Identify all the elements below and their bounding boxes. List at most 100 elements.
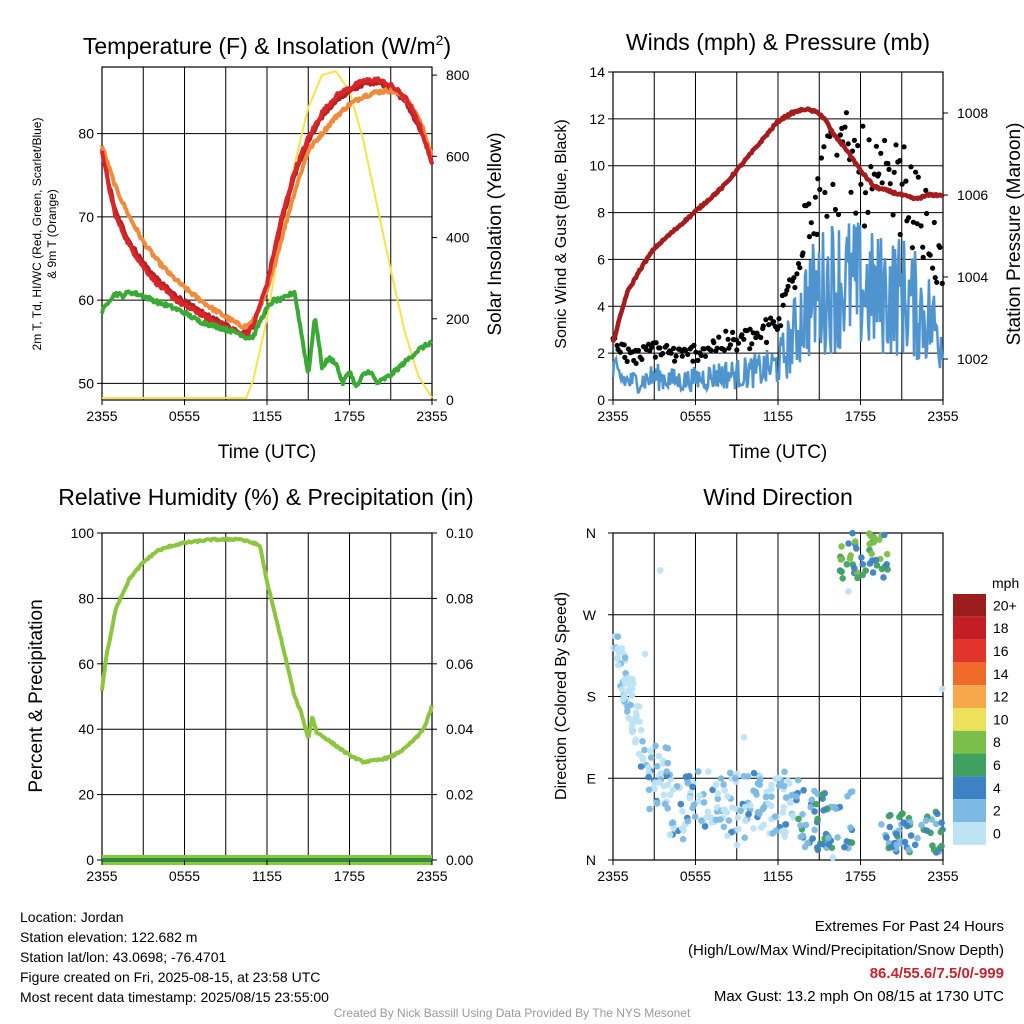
gust-point [824,213,830,219]
gust-point [842,124,848,130]
winds-ytick-label: 0 [597,392,605,408]
direction-point [670,824,677,831]
legend-swatch [953,685,986,708]
direction-point [866,540,873,548]
gust-point [723,328,729,334]
direction-point [725,817,733,824]
temp-ytick-label: 70 [78,209,94,225]
gust-point [879,180,885,186]
direction-ytick-label: E [587,770,596,786]
gust-point [832,206,839,213]
gust-point [818,155,825,161]
direction-point [621,692,628,700]
winds-xtick-label: 2355 [597,408,628,424]
direction-point [721,787,728,794]
temp-9m-line [100,86,434,330]
direction-point [841,843,848,851]
direction-point [847,552,854,559]
gust-point [927,252,933,258]
winds-xlabel: Time (UTC) [729,442,828,463]
direction-point [655,752,663,760]
sonic-wind-line [611,222,945,395]
direction-point [701,823,709,830]
winds-ytick-label: 14 [589,64,605,80]
direction-point [898,810,905,818]
direction-point [756,776,764,783]
temp-xtick-label: 0555 [169,408,200,424]
direction-point [760,804,768,811]
direction-point [922,817,930,824]
gust-point [660,350,666,357]
direction-point [847,824,854,831]
direction-point [635,750,643,758]
gust-point [932,275,938,281]
direction-point [757,824,765,831]
direction-point [724,793,731,800]
insolation-y2tick-label: 800 [446,67,470,83]
direction-point [859,571,866,579]
insolation-y2label: Solar Insolation (Yellow) [485,132,506,335]
direction-point [838,568,845,575]
direction-point [780,804,787,811]
direction-point [740,773,748,780]
humidity-title: Relative Humidity (%) & Precipitation (i… [58,484,473,510]
credit-line: Created By Nick Bassill Using Data Provi… [333,1006,691,1020]
direction-point [893,830,900,838]
pressure-y2tick-label: 1004 [957,269,988,285]
gust-point [727,342,734,348]
gust-point [806,201,812,207]
winds-xtick-label: 2355 [927,408,958,424]
direction-point [797,822,804,829]
direction-point [820,807,827,814]
gust-point [868,164,874,170]
direction-point [799,832,807,839]
direction-point [866,560,874,567]
direction-point [854,574,861,582]
direction-point [621,654,629,662]
direction-point [793,793,800,800]
gust-point [834,152,840,158]
direction-point [808,796,816,804]
direction-point [837,556,845,563]
temp-ytick-label: 80 [78,126,94,142]
gust-point [760,323,766,329]
gust-point [903,178,909,184]
info-elevation: Station elevation: 122.682 m [20,929,198,945]
direction-point [750,769,758,777]
info-latlon: Station lat/lon: 43.0698; -76.4701 [20,949,227,965]
gust-point [617,349,623,355]
direction-point [714,790,722,797]
direction-point [698,817,705,824]
direction-point [629,728,636,736]
humidity-panel: Relative Humidity (%) & Precipitation (i… [26,484,474,884]
humidity-ytick-label: 80 [78,590,94,606]
direction-point [907,832,915,839]
gust-point [794,271,800,277]
gust-point [768,315,774,321]
pressure-line [610,106,945,343]
direction-point [832,805,840,812]
gust-point [649,344,655,350]
direction-point [661,800,669,808]
gust-point [763,317,769,323]
gust-point [758,334,764,341]
temperature-panel: Temperature (F) & Insolation (W/m2) Time… [30,32,506,463]
gust-point [865,209,871,215]
direction-point [938,819,945,826]
humidity-xtick-label: 1755 [334,868,365,884]
gust-point [635,347,642,354]
gust-point [714,345,720,351]
max-gust: Max Gust: 13.2 mph On 08/15 at 1730 UTC [713,988,1004,1005]
gust-point [885,160,891,167]
temp-ytick-label: 60 [78,292,94,308]
direction-point [646,805,653,813]
gust-point [830,181,836,187]
legend-label: 18 [993,620,1009,636]
direction-point [709,786,716,794]
direction-point [812,800,820,808]
direction-point [883,550,891,558]
direction-point [680,827,687,834]
winds-ylabel: Sonic Wind & Gust (Blue, Black) [553,119,570,348]
direction-point [614,654,622,662]
wind-direction-panel: Wind Direction Direction (Colored By Spe… [553,484,1019,884]
